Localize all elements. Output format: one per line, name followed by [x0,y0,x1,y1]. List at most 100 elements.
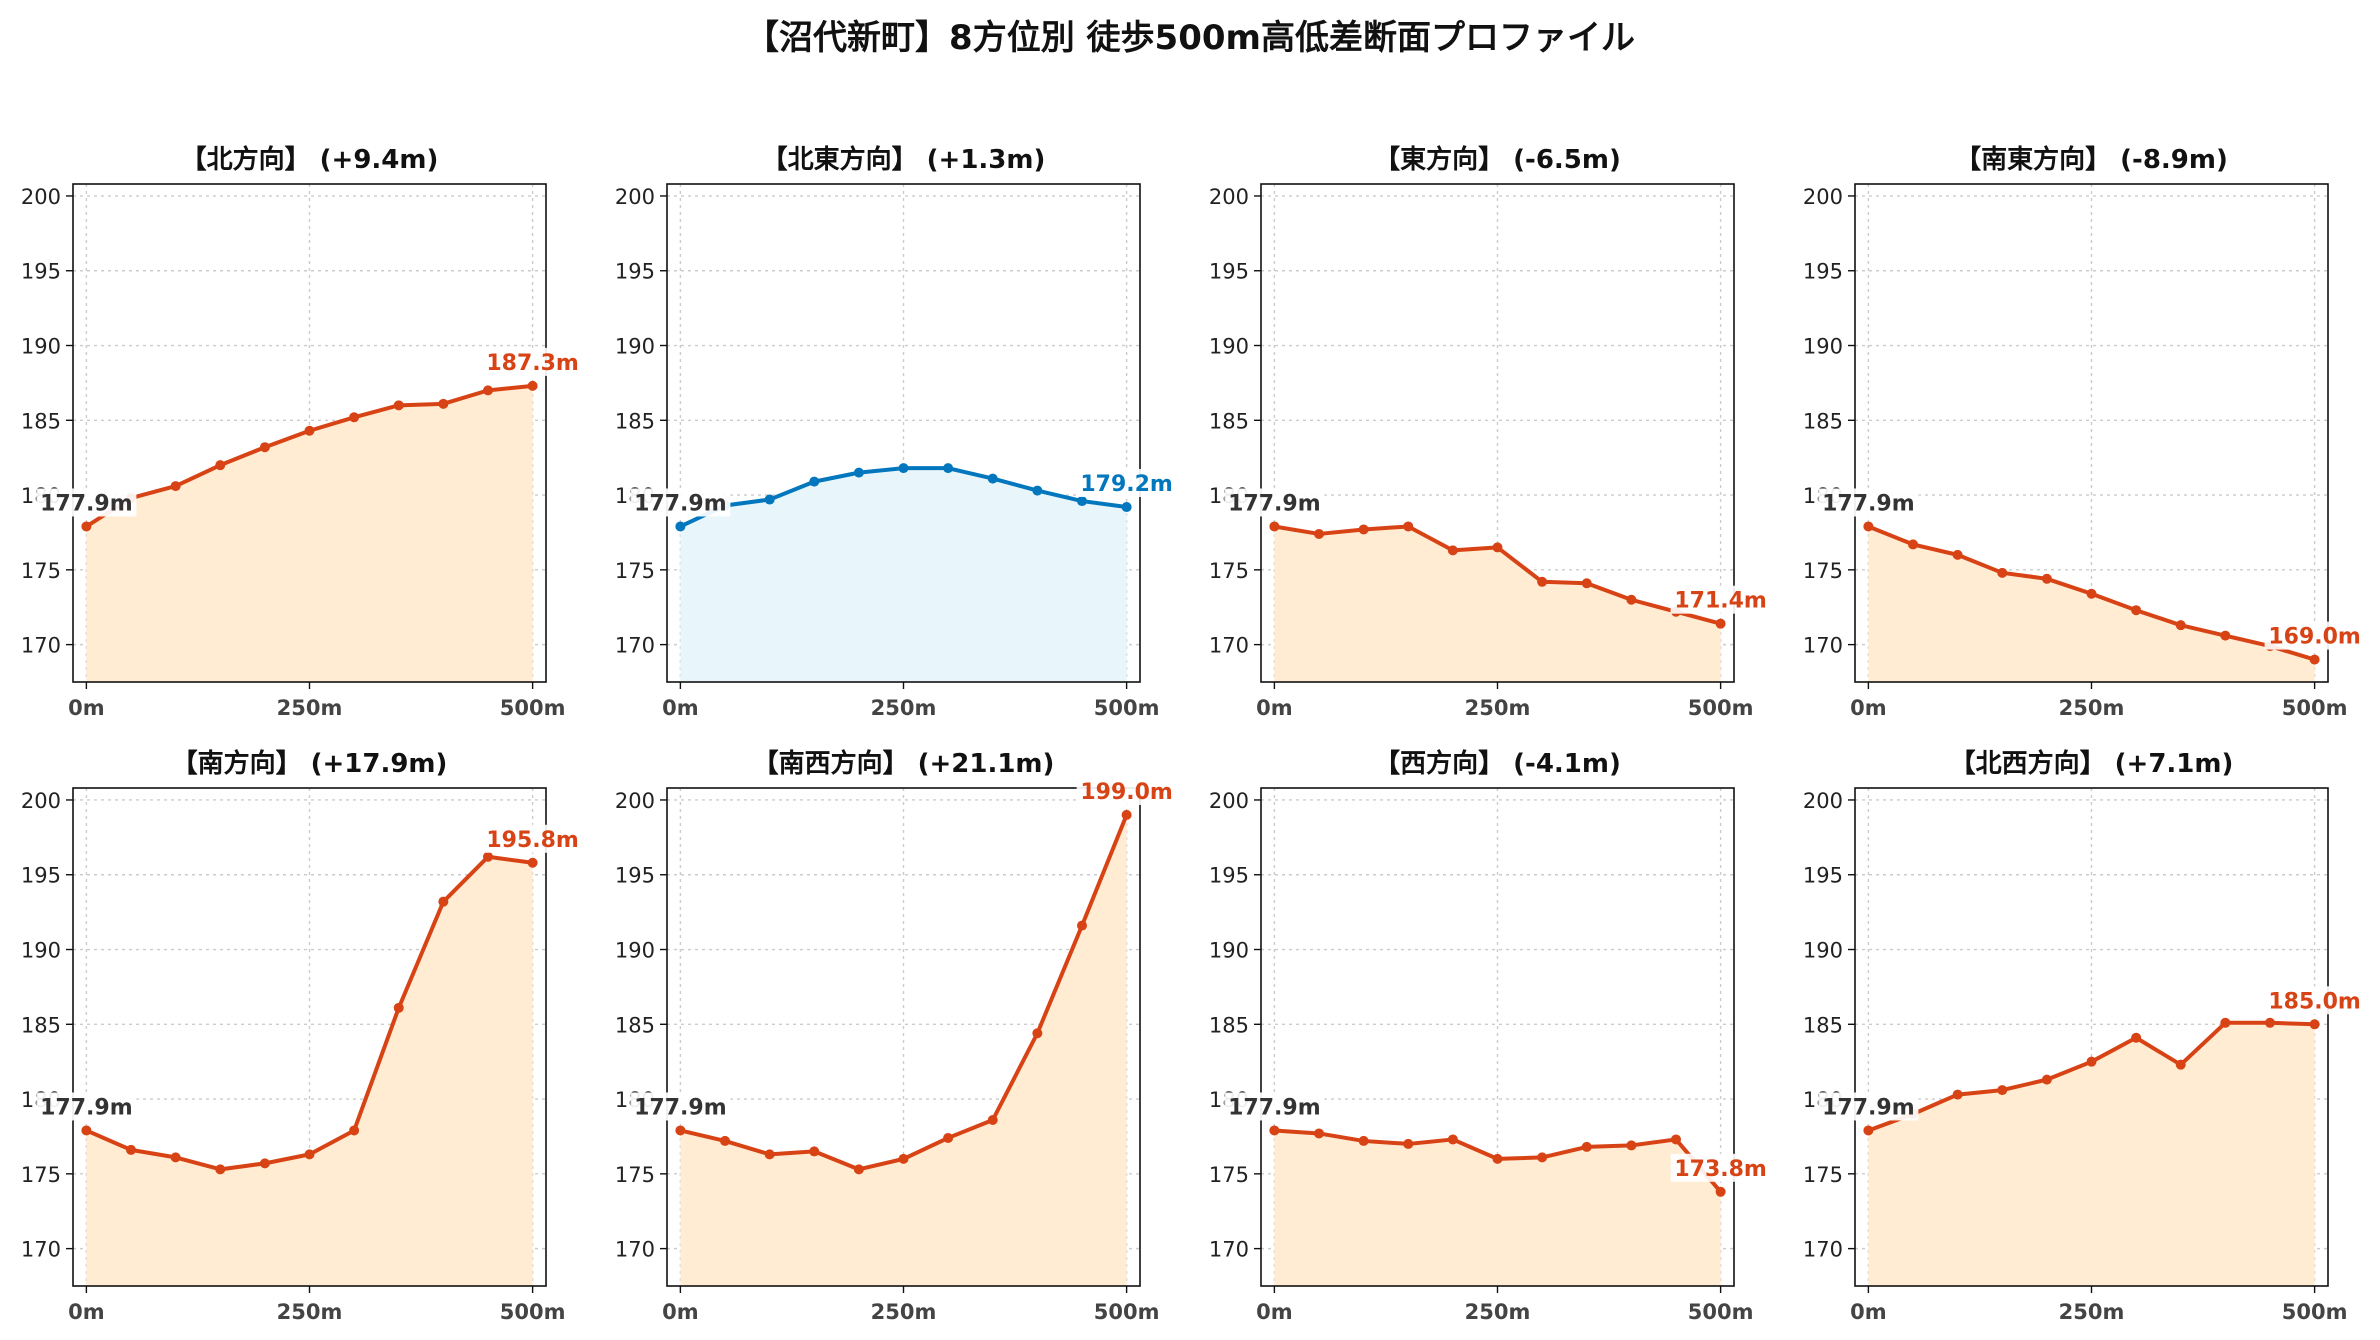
data-point [1447,545,1458,556]
data-point [1952,549,1963,560]
data-point [1581,578,1592,589]
data-point [1314,528,1325,539]
end-label: 179.2m [1080,472,1173,497]
data-point [527,857,538,868]
x-tick-label: 250m [871,696,937,720]
data-point [527,380,538,391]
y-tick-label: 200 [1803,789,1843,813]
start-label-box [630,488,731,517]
x-tick-label: 500m [500,696,566,720]
subplot-title: 【南方向】 (+17.9m) [172,748,448,779]
data-point [2175,620,2186,631]
area-fill [680,468,1127,682]
data-point [2131,1032,2142,1043]
end-label: 199.0m [1080,780,1173,805]
subplot-5: 【南西方向】 (+21.1m)1701751801851901952000m25… [615,748,1177,1324]
y-tick-label: 185 [615,1013,655,1037]
data-point [898,463,909,474]
subplot-title: 【北東方向】 (+1.3m) [762,144,1046,175]
y-tick-label: 195 [1209,864,1249,888]
data-point [393,400,404,411]
end-label: 169.0m [2268,625,2361,650]
data-point [2086,1056,2097,1067]
start-label: 177.9m [634,1095,727,1120]
end-label-box [1670,1153,1771,1182]
y-tick-label: 170 [1209,1238,1249,1262]
data-point [81,521,92,532]
data-point [987,473,998,484]
x-tick-label: 250m [2059,1300,2125,1324]
y-tick-label: 195 [1803,260,1843,284]
start-label: 177.9m [1228,491,1321,516]
x-tick-label: 0m [662,696,699,720]
data-point [1447,1134,1458,1145]
y-tick-label: 170 [1209,634,1249,658]
data-point [853,467,864,478]
x-tick-label: 250m [871,1300,937,1324]
y-tick-label: 175 [21,559,61,583]
data-point [1269,1125,1280,1136]
subplot-title: 【北方向】 (+9.4m) [181,144,439,175]
data-point [259,442,270,453]
data-point [482,851,493,862]
data-point [1032,485,1043,496]
subplot-title: 【南東方向】 (-8.9m) [1955,144,2228,175]
y-tick-label: 170 [21,1238,61,1262]
data-point [349,1125,360,1136]
x-tick-label: 500m [1688,696,1754,720]
y-tick-label: 200 [21,185,61,209]
y-tick-label: 175 [1803,559,1843,583]
y-tick-label: 185 [21,409,61,433]
end-label-box [482,347,583,376]
x-tick-label: 250m [277,696,343,720]
x-tick-label: 500m [2282,696,2348,720]
subplot-title: 【南西方向】 (+21.1m) [753,748,1055,779]
subplot-0: 【北方向】 (+9.4m)1701751801851901952000m250m… [21,144,583,720]
end-label-box [1670,585,1771,614]
y-tick-label: 185 [1209,1013,1249,1037]
data-point [1715,618,1726,629]
x-tick-label: 0m [1256,1300,1293,1324]
data-point [943,463,954,474]
data-point [1314,1128,1325,1139]
data-point [438,398,449,409]
data-point [1492,542,1503,553]
data-point [943,1132,954,1143]
x-tick-label: 250m [2059,696,2125,720]
y-tick-label: 185 [1803,1013,1843,1037]
data-point [2220,630,2231,641]
y-tick-label: 185 [1803,409,1843,433]
data-point [393,1002,404,1013]
data-point [259,1158,270,1169]
data-point [1403,521,1414,532]
y-tick-label: 190 [21,939,61,963]
data-point [809,1146,820,1157]
y-tick-label: 175 [1209,1163,1249,1187]
start-label: 177.9m [634,491,727,516]
data-point [126,1144,137,1155]
y-tick-label: 175 [1209,559,1249,583]
data-point [304,1149,315,1160]
x-tick-label: 500m [1094,696,1160,720]
area-fill [680,814,1127,1286]
y-tick-label: 170 [615,1238,655,1262]
x-tick-label: 0m [68,696,105,720]
data-point [1076,920,1087,931]
area-fill [1868,1022,2315,1286]
subplot-1: 【北東方向】 (+1.3m)1701751801851901952000m250… [615,144,1177,720]
end-label: 185.0m [2268,989,2361,1014]
y-tick-label: 190 [21,335,61,359]
data-point [898,1153,909,1164]
start-label-box [1818,1092,1919,1121]
start-label-box [1224,1092,1325,1121]
data-point [1403,1138,1414,1149]
y-tick-label: 190 [1803,335,1843,359]
y-tick-label: 195 [615,260,655,284]
subplot-3: 【南東方向】 (-8.9m)1701751801851901952000m250… [1803,144,2365,720]
area-fill [1274,526,1721,682]
x-tick-label: 0m [662,1300,699,1324]
data-point [1032,1028,1043,1039]
data-point [1863,521,1874,532]
start-label: 177.9m [40,491,133,516]
y-tick-label: 200 [615,789,655,813]
